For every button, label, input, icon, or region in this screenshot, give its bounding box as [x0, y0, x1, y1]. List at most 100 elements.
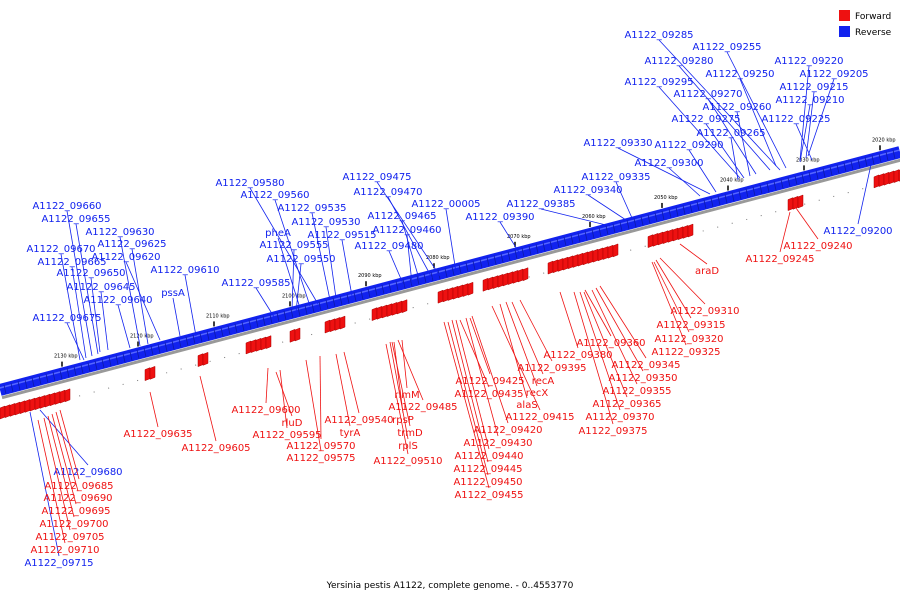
forward-gene-leader: [591, 289, 638, 385]
forward-gene-block: [376, 305, 383, 320]
forward-gene-label: A1122_09455: [454, 490, 523, 501]
band-gene-mark: [367, 288, 371, 298]
forward-gene-leader: [37, 419, 66, 544]
band-gene-mark: [787, 177, 791, 187]
reverse-gene-label: A1122_09480: [354, 241, 423, 252]
band-gene-mark: [430, 271, 434, 282]
forward-gene-leader: [199, 375, 217, 442]
reverse-gene-leader: [678, 65, 771, 171]
band-gene-mark: [45, 373, 49, 383]
forward-gene-block: [467, 281, 474, 296]
reverse-gene-leader: [387, 196, 433, 279]
forward-gene-label: A1122_09540: [324, 415, 393, 426]
forward-gene-block: [552, 259, 559, 274]
forward-gene-block: [245, 340, 252, 355]
forward-gene-block: [391, 301, 398, 316]
forward-gene-leader: [795, 207, 819, 240]
kbp-tick-label: 2100 kbp: [282, 293, 306, 299]
band-gene-mark: [276, 312, 280, 322]
forward-gene-label: A1122_09695: [41, 506, 110, 517]
reverse-gene-label: A1122_09390: [465, 212, 534, 223]
forward-gene-leader: [595, 287, 644, 372]
band-gene-mark: [577, 233, 581, 243]
forward-gene-block: [197, 353, 204, 368]
forward-gene-leader: [391, 341, 411, 427]
band-gene-mark: [801, 173, 805, 184]
forward-gene-label: A1122_09315: [656, 320, 725, 331]
reverse-gene-leader: [406, 234, 413, 285]
band-gene-mark: [381, 284, 385, 295]
forward-gene-block: [401, 299, 408, 314]
reverse-gene-leader: [401, 220, 421, 283]
band-gene-mark: [318, 301, 322, 311]
forward-gene-leader: [451, 319, 489, 463]
band-gene-mark: [24, 379, 28, 389]
band-gene-mark: [66, 368, 70, 378]
forward-gene-block: [797, 194, 804, 209]
forward-gene-block: [0, 405, 6, 420]
reverse-gene-leader: [249, 187, 319, 305]
forward-gene-block: [334, 317, 341, 331]
band-gene-mark: [465, 262, 469, 272]
forward-gene-block: [687, 223, 694, 238]
forward-gene-label: A1122_09420: [473, 425, 542, 436]
forward-gene-label: A1122_09360: [576, 338, 645, 349]
forward-gene-label: rpsP: [392, 415, 414, 426]
band-gene-mark: [822, 168, 826, 178]
band-gene-mark: [472, 260, 476, 271]
forward-gene-block: [265, 335, 272, 350]
kbp-tick-label: 2120 kbp: [130, 334, 154, 340]
kbp-tick-label: 2020 kbp: [872, 137, 896, 143]
forward-gene-label: tyrA: [340, 428, 361, 439]
reverse-gene-label: A1122_09280: [644, 56, 713, 67]
band-gene-mark: [423, 273, 427, 283]
reverse-gene-label: A1122_09340: [553, 185, 622, 196]
band-gene-mark: [612, 223, 616, 233]
reverse-gene-leader: [736, 111, 751, 177]
band-gene-mark: [535, 244, 539, 254]
forward-gene-block: [502, 272, 509, 287]
forward-gene-leader: [559, 291, 579, 349]
forward-gene-block: [24, 399, 31, 413]
forward-gene-block: [462, 283, 469, 297]
forward-gene-label: A1122_09705: [35, 532, 104, 543]
forward-gene-block: [592, 248, 599, 263]
reverse-gene-label: A1122_09295: [624, 77, 693, 88]
forward-gene-leader: [471, 315, 509, 424]
forward-gene-block: [562, 256, 569, 271]
band-gene-mark: [570, 234, 574, 245]
forward-gene-label: A1122_09445: [453, 464, 522, 475]
band-gene-mark: [374, 286, 378, 296]
reverse-gene-leader: [807, 78, 835, 157]
reverse-gene-leader: [29, 411, 60, 557]
reverse-gene-leader: [277, 237, 301, 309]
band-gene-mark: [255, 318, 259, 328]
reverse-gene-leader: [291, 249, 295, 311]
reverse-gene-leader: [705, 123, 745, 179]
band-gene-mark: [500, 253, 504, 263]
reverse-gene-leader: [739, 78, 777, 167]
reverse-gene-label: A1122_09625: [97, 239, 166, 250]
kbp-tick-label: 2080 kbp: [426, 255, 450, 261]
forward-gene-block: [396, 300, 403, 315]
forward-gene-leader: [319, 355, 322, 440]
forward-gene-block: [883, 171, 890, 186]
forward-gene-leader: [59, 409, 80, 480]
forward-gene-leader: [653, 261, 690, 333]
forward-gene-block: [572, 254, 579, 268]
band-gene-mark: [185, 336, 189, 346]
forward-gene-label: rluD: [282, 418, 303, 429]
band-gene-mark: [395, 281, 399, 291]
band-gene-mark: [17, 381, 21, 391]
forward-gene-leader: [519, 299, 553, 362]
band-gene-mark: [514, 249, 518, 259]
band-gene-mark: [73, 366, 77, 376]
reverse-gene-leader: [255, 287, 277, 321]
forward-gene-block: [452, 285, 459, 300]
reverse-gene-leader: [615, 181, 633, 219]
band-gene-mark: [752, 186, 756, 196]
forward-gene-block: [893, 169, 900, 183]
band-gene-mark: [864, 157, 868, 167]
forward-gene-block: [9, 402, 16, 417]
band-gene-mark: [584, 231, 588, 241]
